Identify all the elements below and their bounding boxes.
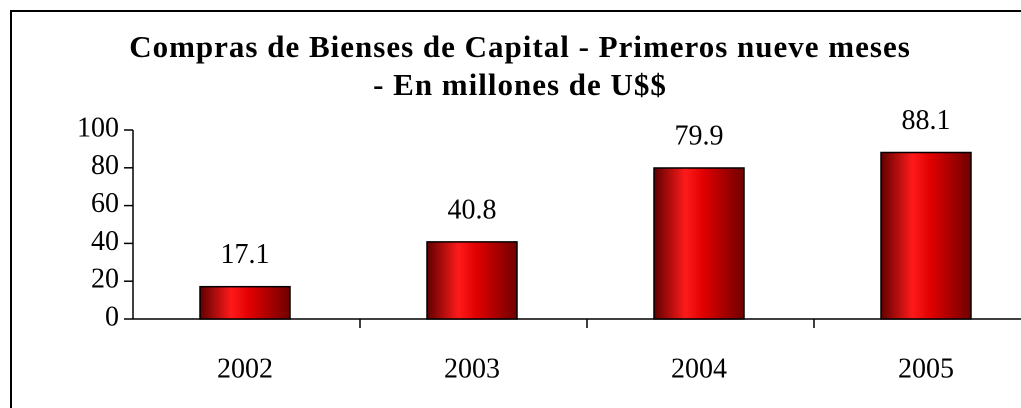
bar xyxy=(199,285,291,320)
value-label: 79.9 xyxy=(675,120,724,151)
bar xyxy=(653,167,745,320)
y-tick-label: 20 xyxy=(91,264,119,295)
value-label: 88.1 xyxy=(902,105,951,136)
y-tick-label: 80 xyxy=(91,150,119,181)
value-label: 17.1 xyxy=(221,239,270,270)
y-tick-label: 60 xyxy=(91,188,119,219)
bar xyxy=(880,151,972,320)
x-tick-label: 2005 xyxy=(898,353,954,384)
y-tick-label: 100 xyxy=(77,112,119,143)
y-tick-label: 40 xyxy=(91,226,119,257)
x-tick-label: 2002 xyxy=(217,353,273,384)
x-tick-label: 2004 xyxy=(671,353,727,384)
y-tick-label: 0 xyxy=(105,301,119,332)
chart-frame xyxy=(10,10,1021,408)
chart-title: Compras de Bienses de Capital - Primeros… xyxy=(129,29,911,102)
value-label: 40.8 xyxy=(448,194,497,225)
x-tick-label: 2003 xyxy=(444,353,500,384)
bar xyxy=(426,241,518,320)
